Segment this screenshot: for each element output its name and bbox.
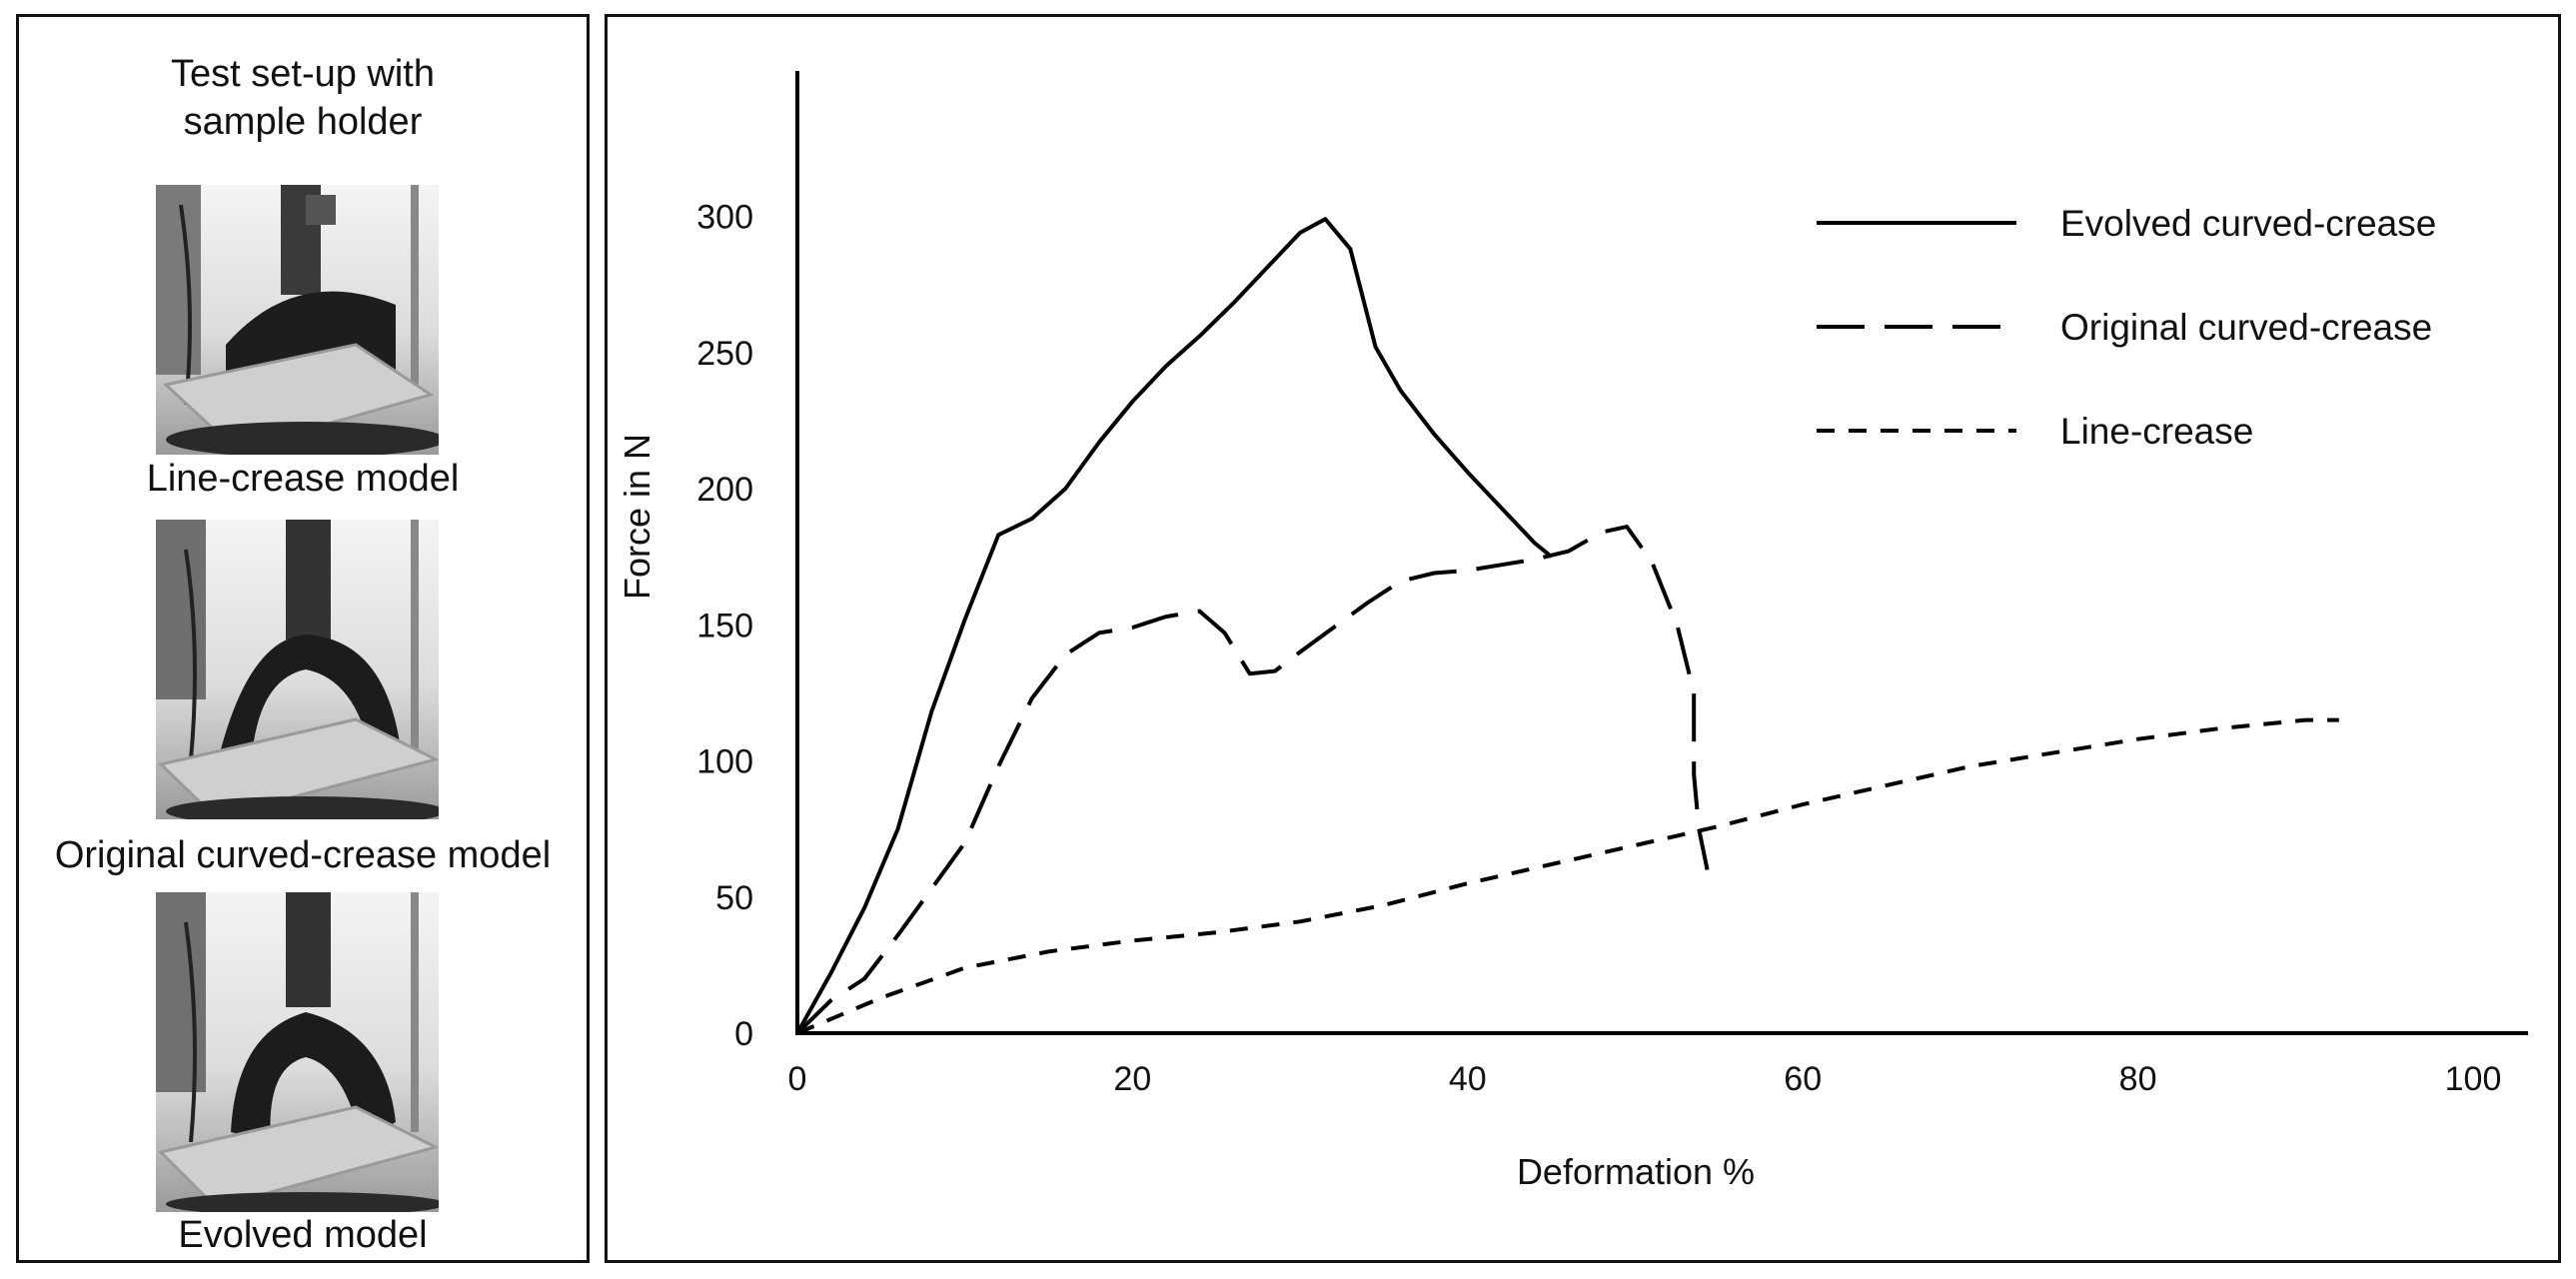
chart-legend: Evolved curved-crease Original curved-cre… xyxy=(1817,203,2436,452)
legend-label: Line-crease xyxy=(2060,411,2253,452)
setup-title-line2: sample holder xyxy=(183,101,423,143)
legend-label: Original curved-crease xyxy=(2060,307,2432,348)
legend-label: Evolved curved-crease xyxy=(2060,203,2436,244)
x-tick-label: 40 xyxy=(1449,1060,1487,1098)
series-line-evolved-curved-crease xyxy=(795,217,1553,1034)
series-line-line-crease xyxy=(796,717,2339,1035)
setup-panel: Test set-up with sample holder Line-crea… xyxy=(16,14,590,1263)
x-tick-label: 100 xyxy=(2445,1060,2502,1098)
caption-line-crease-model: Line-crease model xyxy=(146,458,460,500)
x-axis-title: Deformation % xyxy=(1517,1151,1755,1192)
force-deformation-chart: 0 20 40 60 80 100 0 50 100 150 200 250 300 Evolved c… xyxy=(617,71,2528,1192)
photo-evolved-model xyxy=(156,892,439,1212)
y-tick-label: 0 xyxy=(734,1015,753,1053)
x-tick-label: 20 xyxy=(1113,1060,1151,1098)
caption-original-curved-crease-model: Original curved-crease model xyxy=(54,834,552,876)
photo-original-curved-crease-model xyxy=(156,520,439,819)
y-tick-label: 200 xyxy=(696,471,753,509)
y-tick-label: 300 xyxy=(696,199,753,237)
chart-axes xyxy=(795,71,2528,1035)
y-tick-label: 100 xyxy=(696,743,753,781)
y-tick-label: 250 xyxy=(696,335,753,373)
y-tick-label: 50 xyxy=(715,879,753,917)
caption-evolved-model: Evolved model xyxy=(178,1214,428,1256)
chart-ticks: 0 20 40 60 80 100 0 50 100 150 200 250 300 xyxy=(696,199,2501,1099)
y-tick-label: 150 xyxy=(696,607,753,644)
x-tick-label: 60 xyxy=(1784,1060,1822,1098)
photo-line-crease-model xyxy=(156,185,439,455)
setup-title-line1: Test set-up with xyxy=(171,53,435,95)
chart-panel: 0 20 40 60 80 100 0 50 100 150 200 250 300 Evolved c… xyxy=(605,14,2561,1263)
y-axis-title: Force in N xyxy=(617,434,657,600)
x-tick-label: 0 xyxy=(788,1060,807,1098)
series-line-original-curved-crease xyxy=(795,525,1710,1035)
x-tick-label: 80 xyxy=(2119,1060,2157,1098)
chart-series xyxy=(795,217,2339,1035)
